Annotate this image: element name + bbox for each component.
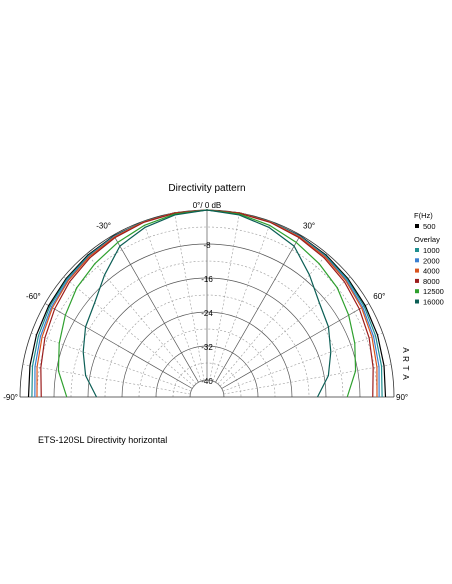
radial-tick-label: -16 [201, 275, 213, 284]
angle-label: 30° [303, 222, 315, 231]
angle-label: 60° [373, 292, 385, 301]
legend-label: 12500 [423, 287, 444, 296]
chart-title: Directivity pattern [168, 183, 245, 194]
legend-label: 4000 [423, 267, 440, 276]
major-spoke [44, 303, 193, 389]
legend-label: 1000 [423, 246, 440, 255]
major-spoke [113, 234, 199, 383]
major-spoke [215, 234, 301, 383]
legend-swatch [415, 299, 419, 304]
side-text-letter: A [401, 374, 410, 380]
minor-spoke [222, 332, 383, 392]
minor-spoke [209, 212, 240, 381]
legend-overlay-label: Overlay [414, 235, 440, 244]
radial-tick-label: -8 [203, 241, 211, 250]
side-text-letter: R [401, 356, 410, 362]
legend-label: 500 [423, 222, 436, 231]
radial-tick-label: -32 [201, 343, 213, 352]
legend-swatch [415, 268, 419, 273]
polar-labels: -8 -16 -24 -32 -40 0°/ 0 dB -90° -60° -30° 30° 60°… [3, 201, 410, 402]
angle-label: -90° [3, 393, 18, 402]
minor-ring [36, 226, 378, 398]
minor-spoke [63, 276, 195, 387]
minor-spoke [22, 364, 191, 395]
legend-label: 2000 [423, 256, 440, 265]
radial-tick-label: -24 [201, 309, 213, 318]
legend-header: F(Hz) [414, 211, 433, 220]
minor-spoke [223, 364, 392, 395]
minor-spoke [31, 332, 192, 392]
legend-label: 8000 [423, 277, 440, 286]
minor-spoke [142, 221, 202, 382]
minor-spoke [219, 276, 351, 387]
minor-spoke [217, 253, 328, 385]
angle-label: -60° [26, 292, 41, 301]
polar-grid [19, 209, 395, 398]
minor-spoke [174, 212, 205, 381]
legend-label: 16000 [423, 298, 444, 307]
legend-swatch [415, 258, 419, 263]
minor-spoke [212, 221, 272, 382]
legend-swatch [415, 224, 419, 228]
figure-caption: ETS-120SL Directivity horizontal [38, 435, 168, 445]
angle-label: -30° [96, 222, 111, 231]
zero-db-label: 0°/ 0 dB [193, 201, 222, 210]
legend-swatch [415, 278, 419, 283]
side-text-letter: T [401, 366, 410, 371]
major-spoke [221, 303, 370, 389]
legend-swatch [415, 248, 419, 252]
minor-spoke [86, 253, 197, 385]
legend-swatch [415, 289, 419, 294]
radial-tick-label: -40 [201, 377, 213, 386]
angle-label: 90° [396, 393, 408, 402]
polar-series [27, 209, 387, 398]
side-text-letter: A [401, 347, 410, 353]
series-curve-16000 [82, 209, 332, 398]
